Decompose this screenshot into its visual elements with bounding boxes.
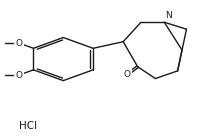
Text: HCl: HCl <box>19 121 37 131</box>
Text: N: N <box>165 11 172 20</box>
Text: O: O <box>123 70 131 79</box>
Text: O: O <box>16 71 23 80</box>
Text: O: O <box>16 39 23 48</box>
